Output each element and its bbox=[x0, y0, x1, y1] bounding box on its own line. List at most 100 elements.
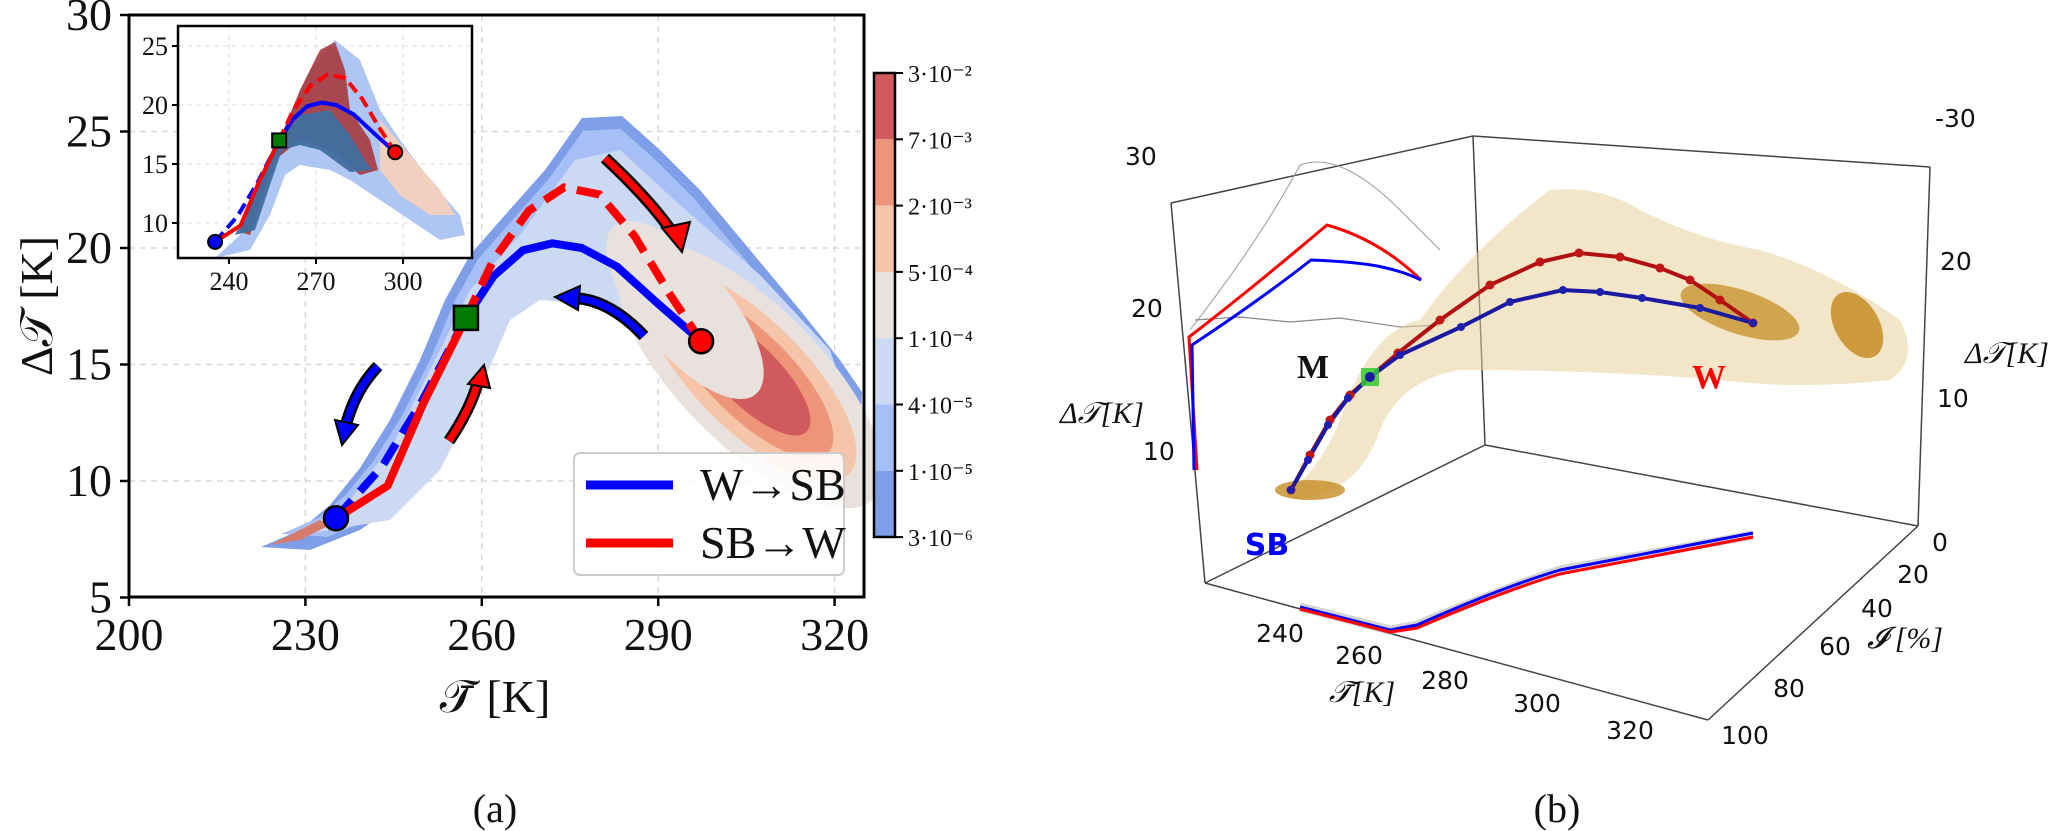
box-edge bbox=[1472, 135, 1931, 168]
series-line-sb-to-w-dashed bbox=[462, 183, 705, 344]
inset-marker bbox=[207, 233, 224, 250]
inset-series-dashed bbox=[277, 72, 397, 154]
y-tick-label: 15 bbox=[66, 339, 112, 390]
colorbar-tick-label: 5·10⁻⁴ bbox=[908, 261, 973, 287]
trajectory-point-blue bbox=[1344, 394, 1352, 402]
colorbar: 3·10⁻² 7·10⁻³ 2·10⁻³ 5·10⁻⁴ 1·10⁻⁴ 4·10⁻⁵ 1·10… bbox=[872, 62, 973, 552]
x-tick-label: 230 bbox=[271, 609, 340, 660]
marker-m bbox=[452, 304, 480, 332]
inset-series-solid bbox=[277, 100, 397, 154]
colorbar-frame bbox=[872, 71, 897, 539]
inset-marker bbox=[387, 144, 404, 161]
caption-b: (b) bbox=[1534, 786, 1581, 831]
trajectory-point-red bbox=[1574, 248, 1584, 258]
inset-marker bbox=[271, 132, 288, 149]
series-line-sb-to-w-solid bbox=[333, 316, 470, 522]
colorbar-tick-label: 1·10⁻⁵ bbox=[908, 460, 973, 486]
colorbar-band bbox=[874, 271, 895, 339]
density-cloud bbox=[1285, 189, 1908, 500]
colorbar-tick-label: 3·10⁻⁶ bbox=[908, 526, 973, 552]
trajectory-point-blue bbox=[1457, 323, 1465, 331]
z-tick-left: 20 bbox=[1131, 294, 1163, 323]
y-tick-label: 20 bbox=[66, 222, 112, 273]
trajectory-point-blue bbox=[1638, 294, 1646, 302]
x-tick-label: 260 bbox=[447, 609, 516, 660]
y-tick-label-3d: 80 bbox=[1773, 674, 1805, 703]
trajectory-point-blue bbox=[1506, 298, 1514, 306]
inset-y-tick-label: 25 bbox=[142, 32, 168, 61]
y-tick-label: 5 bbox=[89, 572, 112, 623]
z-tick-right: 10 bbox=[1937, 384, 1969, 413]
trajectory-point-red bbox=[1435, 315, 1445, 325]
arrow-red-top-icon bbox=[602, 155, 675, 234]
x-tick-label: 290 bbox=[624, 609, 693, 660]
floor-projection-red bbox=[1299, 535, 1754, 634]
x-tick-label: 200 bbox=[95, 609, 164, 660]
x-axis-label: 𝒯̄ [K] bbox=[440, 671, 551, 722]
y-axis-label: Δ𝒯 [K] bbox=[11, 236, 62, 376]
y-tick-label-3d: 40 bbox=[1861, 594, 1893, 623]
panel-b: 30 20 10 Δ𝒯[K] -30 20 10 Δ𝒯[K] M W SB 240 260 280 300 3… bbox=[1059, 104, 2049, 831]
inset-density-inner bbox=[380, 120, 455, 215]
wall-density-outline bbox=[1189, 161, 1441, 331]
colorbar-band bbox=[874, 139, 895, 206]
box-edge bbox=[1170, 135, 1474, 204]
legend-label: SB→W bbox=[700, 517, 846, 568]
arrow-blue-top-icon-head bbox=[552, 284, 582, 312]
y-tick-label: 30 bbox=[66, 0, 112, 40]
z-tick-right: -30 bbox=[1935, 104, 1976, 133]
x-tick-label-3d: 280 bbox=[1421, 666, 1469, 695]
trajectory-point-blue bbox=[1396, 351, 1404, 359]
legend: W→SB SB→W bbox=[573, 452, 846, 576]
z-axis-label-left: Δ𝒯[K] bbox=[1059, 397, 1144, 430]
x-tick-label-3d: 240 bbox=[1256, 619, 1304, 648]
inset-y-tick-label: 20 bbox=[142, 91, 168, 120]
colorbar-tick-label: 2·10⁻³ bbox=[908, 195, 972, 221]
y-tick-label-3d: 20 bbox=[1897, 560, 1929, 589]
z-tick-left: 30 bbox=[1125, 142, 1157, 171]
caption-a: (a) bbox=[473, 786, 517, 831]
colorbar-band bbox=[874, 338, 895, 405]
colorbar-tick-label: 4·10⁻⁵ bbox=[908, 394, 973, 420]
annotation-m: M bbox=[1297, 349, 1329, 386]
arrow-red-right-icon-head bbox=[466, 362, 492, 390]
density-core-w-tip bbox=[1830, 291, 1884, 359]
y-tick-label-3d: 0 bbox=[1932, 528, 1948, 557]
arrow-red-right-icon bbox=[446, 381, 482, 443]
box-edge bbox=[1170, 202, 1206, 584]
y-axis-label-3d: 𝓘 [%] bbox=[1867, 622, 1943, 655]
colorbar-band bbox=[874, 470, 895, 538]
trajectory-point-red bbox=[1615, 252, 1625, 262]
colorbar-tick-label: 7·10⁻³ bbox=[908, 128, 972, 154]
legend-label: W→SB bbox=[700, 459, 846, 510]
plot-frame bbox=[127, 13, 866, 599]
y-tick-label: 10 bbox=[66, 455, 112, 506]
density-band bbox=[270, 520, 330, 545]
x-tick-label: 320 bbox=[800, 609, 869, 660]
box-edge bbox=[1917, 166, 1931, 527]
trajectory-point-blue bbox=[1324, 421, 1332, 429]
box-edge bbox=[1204, 444, 1486, 584]
box-edge bbox=[1484, 444, 1919, 527]
trajectory-point-red bbox=[1485, 280, 1495, 290]
density-band bbox=[300, 150, 850, 535]
trajectory-point-red bbox=[1685, 275, 1695, 285]
colorbar-tick-label: 3·10⁻² bbox=[908, 62, 972, 88]
inset-x-tick-label: 240 bbox=[210, 267, 249, 296]
colorbar-band bbox=[874, 73, 895, 140]
colorbar-tick-label: 1·10⁻⁴ bbox=[908, 327, 973, 353]
inset-x-tick-label: 300 bbox=[384, 267, 423, 296]
marker-w bbox=[687, 327, 715, 355]
floor-projection-blue bbox=[1299, 531, 1754, 632]
x-axis-label-3d: 𝒯̄[K] bbox=[1329, 676, 1395, 709]
series-line-w-to-sb-solid bbox=[462, 239, 704, 345]
arrow-blue-left-icon-head bbox=[333, 418, 360, 448]
series-line-w-to-sb-dashed bbox=[332, 316, 470, 521]
colorbar-band bbox=[874, 404, 895, 471]
colorbar-band bbox=[874, 205, 895, 272]
z-tick-right: 20 bbox=[1940, 247, 1972, 276]
wall-projection-red bbox=[1187, 223, 1423, 471]
trajectory-point-blue bbox=[1596, 288, 1604, 296]
x-tick-label-3d: 260 bbox=[1335, 641, 1383, 670]
